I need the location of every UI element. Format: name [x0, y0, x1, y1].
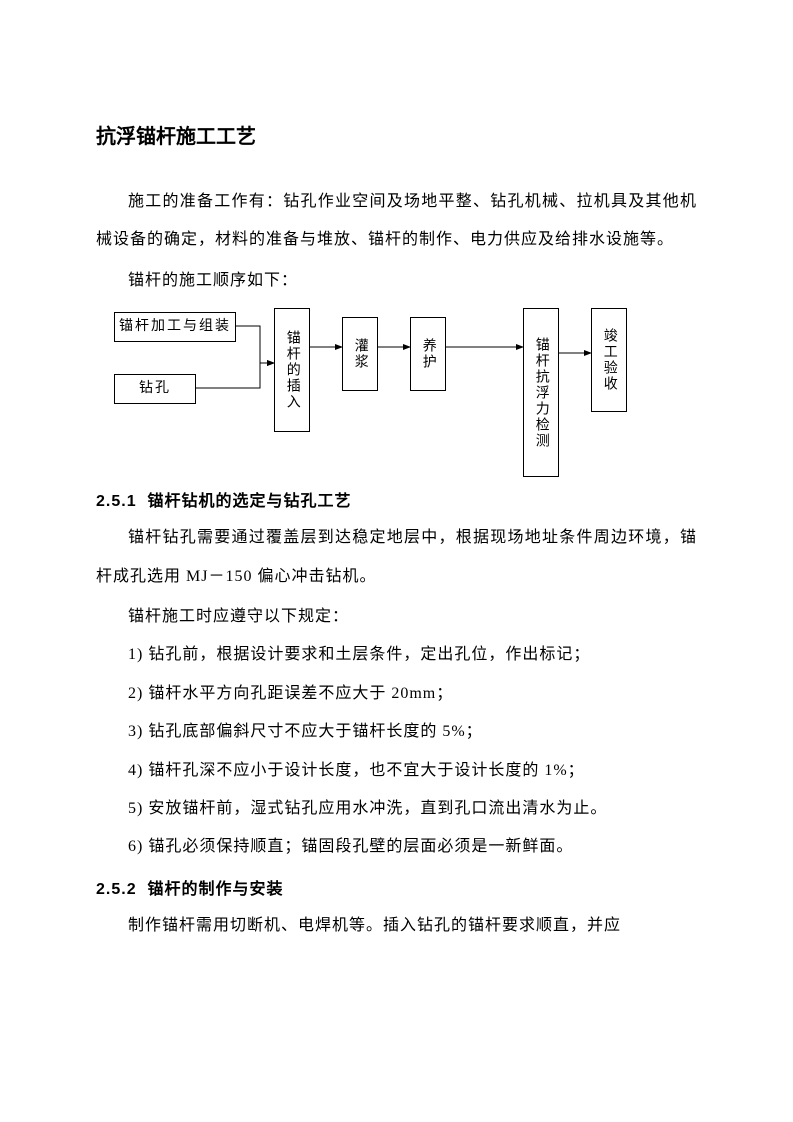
- sec1-item-2: 2) 锚杆水平方向孔距误差不应大于 20mm；: [96, 675, 697, 713]
- flow-node-n3: 锚杆的插入: [274, 308, 310, 432]
- page-title: 抗浮锚杆施工工艺: [96, 120, 697, 149]
- sec2-p1: 制作锚杆需用切断机、电焊机等。插入钻孔的锚杆要求顺直，并应: [96, 907, 697, 945]
- flow-node-n6: 锚杆抗浮力检测: [523, 308, 559, 477]
- sec1-item-4: 4) 锚杆孔深不应小于设计长度，也不宜大于设计长度的 1%；: [96, 752, 697, 790]
- section-2-heading: 2.5.2 锚杆的制作与安装: [96, 875, 697, 899]
- section-1-title: 锚杆钻机的选定与钻孔工艺: [147, 493, 351, 510]
- flow-node-n7: 竣工验收: [591, 308, 627, 412]
- flow-edge-n1-n3: [234, 326, 274, 363]
- sec1-item-3: 3) 钻孔底部偏斜尺寸不应大于锚杆长度的 5%；: [96, 713, 697, 751]
- section-2-title: 锚杆的制作与安装: [147, 881, 283, 898]
- sec1-p2: 锚杆施工时应遵守以下规定：: [96, 598, 697, 636]
- sec1-item-6: 6) 锚孔必须保持顺直；锚固段孔壁的层面必须是一新鲜面。: [96, 828, 697, 866]
- flow-node-n5: 养护: [410, 317, 446, 391]
- flowchart: 锚杆加工与组装钻孔 锚杆的插入灌浆养护 锚杆抗浮力检测竣工验收: [96, 304, 697, 479]
- section-1-heading: 2.5.1 锚杆钻机的选定与钻孔工艺: [96, 487, 697, 511]
- flow-node-n4: 灌浆: [342, 317, 378, 391]
- sec1-list: 1) 钻孔前，根据设计要求和土层条件，定出孔位，作出标记；2) 锚杆水平方向孔距…: [96, 636, 697, 866]
- flow-node-n1: 锚杆加工与组装: [114, 312, 236, 342]
- sec1-item-5: 5) 安放锚杆前，湿式钻孔应用水冲洗，直到孔口流出清水为止。: [96, 790, 697, 828]
- flow-intro: 锚杆的施工顺序如下：: [96, 262, 697, 300]
- section-1-num: 2.5.1: [96, 493, 137, 510]
- sec1-item-1: 1) 钻孔前，根据设计要求和土层条件，定出孔位，作出标记；: [96, 636, 697, 674]
- section-2-num: 2.5.2: [96, 881, 137, 898]
- flow-node-n2: 钻孔: [114, 374, 196, 404]
- intro-paragraph: 施工的准备工作有：钻孔作业空间及场地平整、钻孔机械、拉机具及其他机械设备的确定，…: [96, 183, 697, 260]
- flow-edge-n2-n3: [194, 363, 274, 388]
- sec1-p1: 锚杆钻孔需要通过覆盖层到达稳定地层中，根据现场地址条件周边环境，锚杆成孔选用 M…: [96, 519, 697, 596]
